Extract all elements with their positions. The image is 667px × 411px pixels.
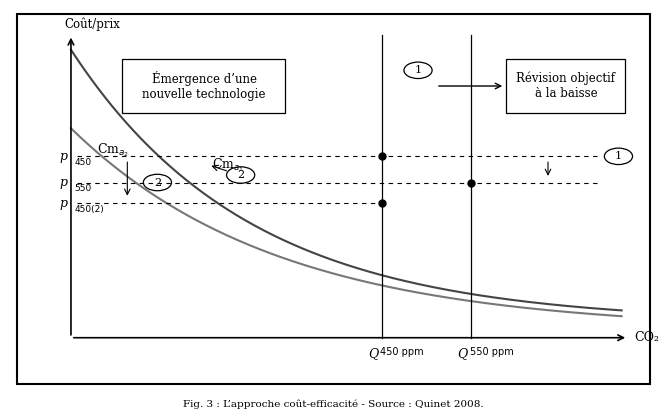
Text: p: p (60, 196, 68, 210)
Text: Fig. 3 : L’approche coût-efficacité - Source : Quinet 2008.: Fig. 3 : L’approche coût-efficacité - So… (183, 399, 484, 409)
Text: Q: Q (368, 347, 378, 360)
Text: p: p (60, 176, 68, 189)
Text: Q: Q (458, 347, 468, 360)
Text: Révision objectif
à la baisse: Révision objectif à la baisse (516, 72, 616, 100)
Text: 450 ppm: 450 ppm (380, 347, 424, 357)
Text: 550 ppm: 550 ppm (470, 347, 514, 357)
Text: Cm$_{a_2}$: Cm$_{a_2}$ (97, 141, 129, 159)
Text: 450: 450 (74, 158, 91, 167)
FancyBboxPatch shape (122, 59, 285, 113)
Text: 550: 550 (74, 185, 91, 193)
Text: CO₂: CO₂ (634, 331, 660, 344)
Text: p: p (60, 150, 68, 163)
Text: 1: 1 (414, 65, 422, 75)
Text: Émergence d’une
nouvelle technologie: Émergence d’une nouvelle technologie (143, 71, 266, 101)
Text: 2: 2 (237, 170, 244, 180)
Text: Cm$_{a_1}$: Cm$_{a_1}$ (212, 157, 244, 174)
Text: 1: 1 (615, 151, 622, 162)
Text: 450(2): 450(2) (74, 205, 104, 214)
Text: 2: 2 (154, 178, 161, 187)
Text: Coût/prix: Coût/prix (65, 18, 121, 31)
FancyBboxPatch shape (506, 59, 625, 113)
